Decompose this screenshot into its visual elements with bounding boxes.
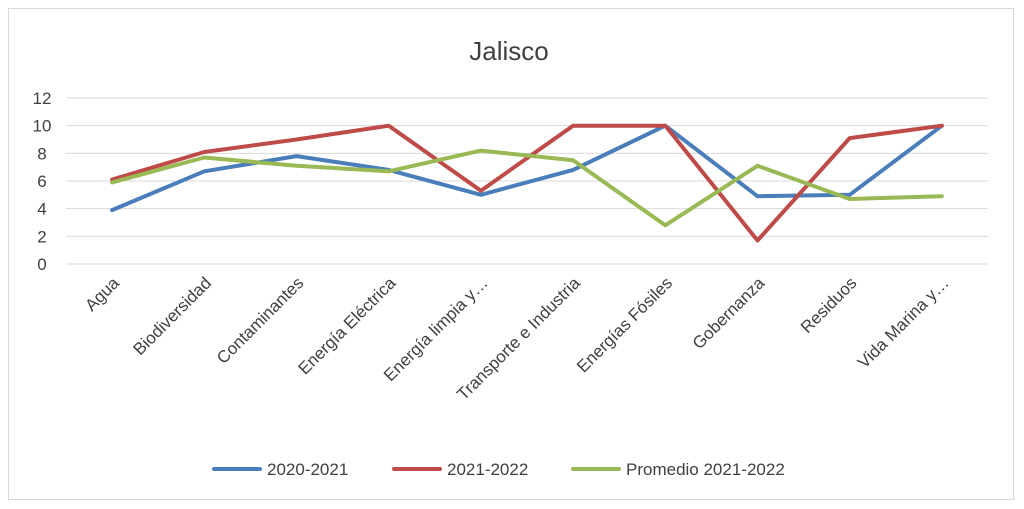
y-tick-label: 10 bbox=[33, 117, 52, 136]
legend-label: Promedio 2021-2022 bbox=[626, 460, 785, 479]
x-tick-label: Vida Marina y… bbox=[854, 273, 953, 372]
gridlines bbox=[66, 97, 988, 265]
x-tick-label: Residuos bbox=[797, 273, 861, 337]
series-line-Promedio 2021-2022 bbox=[110, 148, 944, 228]
x-tick-label: Contaminantes bbox=[213, 273, 307, 367]
y-tick-label: 2 bbox=[37, 227, 46, 246]
y-axis-ticks: 0 2 4 6 8 10 12 bbox=[33, 89, 52, 274]
series-lines bbox=[110, 123, 944, 243]
x-tick-label: Energías Fósiles bbox=[573, 273, 676, 376]
x-tick-label: Energía Eléctrica bbox=[295, 273, 400, 378]
y-tick-label: 0 bbox=[37, 255, 46, 274]
x-tick-label: Gobernanza bbox=[689, 273, 769, 353]
series-line-2020-2021 bbox=[110, 123, 944, 213]
legend: 2020-2021 2021-2022 Promedio 2021-2022 bbox=[212, 460, 785, 479]
x-tick-label: Agua bbox=[81, 273, 123, 315]
y-tick-label: 12 bbox=[33, 89, 52, 108]
y-tick-label: 4 bbox=[37, 200, 46, 219]
chart-title: Jalisco bbox=[469, 36, 548, 66]
y-tick-label: 6 bbox=[37, 172, 46, 191]
chart-frame bbox=[8, 8, 1014, 500]
series-line-2021-2022 bbox=[110, 123, 944, 243]
y-tick-label: 8 bbox=[37, 144, 46, 163]
legend-label: 2021-2022 bbox=[447, 460, 528, 479]
x-tick-label: Biodiversidad bbox=[130, 273, 216, 359]
legend-label: 2020-2021 bbox=[267, 460, 348, 479]
